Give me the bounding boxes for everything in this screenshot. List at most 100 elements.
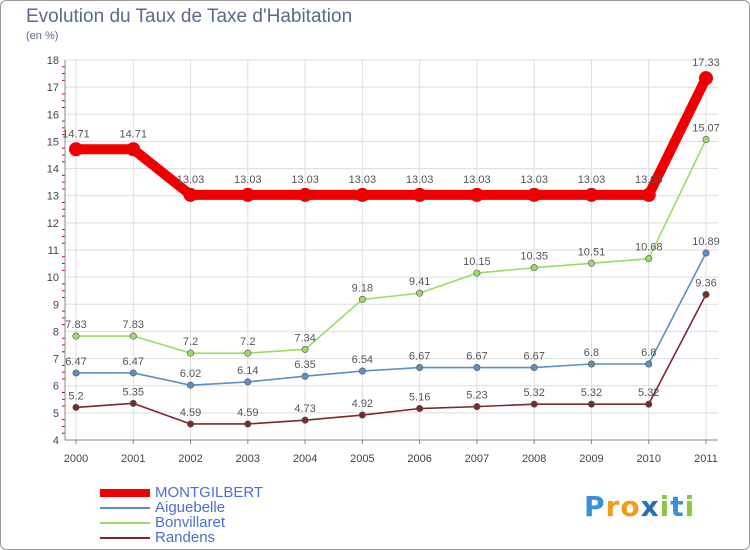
data-label: 13.03 xyxy=(635,174,663,186)
data-label: 13.03 xyxy=(234,174,262,186)
data-label: 4.59 xyxy=(180,407,201,419)
legend-item: Bonvillaret xyxy=(100,515,225,530)
y-tick-label: 12 xyxy=(47,218,59,230)
data-point xyxy=(645,255,653,263)
legend-item: Aiguebelle xyxy=(100,500,225,515)
data-point xyxy=(469,187,484,202)
data-label: 6.8 xyxy=(641,347,656,359)
data-label: 13.03 xyxy=(291,174,319,186)
data-label: 7.83 xyxy=(65,319,86,331)
data-label: 4.73 xyxy=(294,403,315,415)
data-point xyxy=(702,136,710,144)
data-point xyxy=(187,420,195,428)
data-point xyxy=(72,369,80,377)
y-tick-label: 5 xyxy=(53,408,59,420)
legend-label: Bonvillaret xyxy=(155,514,226,531)
data-label: 6.54 xyxy=(352,354,373,366)
data-label: 6.67 xyxy=(409,351,430,363)
data-label: 6.14 xyxy=(237,365,258,377)
x-tick-label: 2000 xyxy=(64,453,88,465)
data-label: 10.68 xyxy=(635,242,663,254)
series-line-montgilbert xyxy=(71,73,711,200)
logo-letter: o xyxy=(620,490,641,523)
data-point xyxy=(416,364,424,372)
data-point xyxy=(530,364,538,372)
legend-label: Aiguebelle xyxy=(155,499,226,516)
data-point xyxy=(301,416,309,424)
data-point xyxy=(587,400,595,408)
data-label: 13.03 xyxy=(463,174,491,186)
data-point xyxy=(530,264,538,272)
data-label: 6.67 xyxy=(523,351,544,363)
data-point xyxy=(244,378,252,386)
data-label: 6.35 xyxy=(294,359,315,371)
data-point xyxy=(702,291,710,299)
data-point xyxy=(641,187,656,202)
logo-letter: r xyxy=(605,490,621,523)
x-tick-label: 2004 xyxy=(293,453,317,465)
data-label: 13.03 xyxy=(349,174,377,186)
legend-swatch xyxy=(100,488,150,497)
data-point xyxy=(69,142,83,157)
data-point xyxy=(244,349,252,357)
y-tick-label: 11 xyxy=(48,245,59,257)
data-label: 9.18 xyxy=(352,282,373,294)
data-point xyxy=(240,187,255,202)
x-tick-label: 2006 xyxy=(407,453,431,465)
x-tick-label: 2009 xyxy=(579,453,603,465)
data-point xyxy=(129,399,137,407)
data-point xyxy=(298,187,313,202)
x-tick-label: 2001 xyxy=(121,453,145,465)
data-label: 7.2 xyxy=(240,336,255,348)
data-point xyxy=(645,400,653,408)
data-point xyxy=(358,411,366,419)
data-label: 14.71 xyxy=(62,128,90,140)
data-label: 13.03 xyxy=(406,174,434,186)
data-label: 9.41 xyxy=(409,276,430,288)
data-point xyxy=(416,289,424,297)
data-point xyxy=(183,187,198,202)
legend-item: MONTGILBERT xyxy=(100,485,263,500)
y-tick-label: 14 xyxy=(47,164,59,176)
data-label: 13.03 xyxy=(520,174,548,186)
data-point xyxy=(412,187,427,202)
legend-swatch xyxy=(100,506,150,509)
data-point xyxy=(416,405,424,413)
data-point xyxy=(187,349,195,357)
y-tick-label: 18 xyxy=(47,55,59,67)
data-label: 5.35 xyxy=(123,386,144,398)
y-tick-label: 10 xyxy=(47,272,59,284)
data-point xyxy=(699,71,713,86)
data-label: 5.23 xyxy=(466,390,487,402)
legend-item: Randens xyxy=(100,530,215,545)
y-tick-label: 9 xyxy=(53,299,59,311)
data-point xyxy=(473,403,481,411)
data-point xyxy=(587,259,595,267)
legend-swatch xyxy=(100,521,150,524)
data-point xyxy=(473,269,481,277)
data-point xyxy=(72,332,80,340)
data-point xyxy=(527,187,542,202)
data-label: 6.47 xyxy=(123,356,144,368)
data-label: 7.2 xyxy=(183,336,198,348)
data-label: 5.32 xyxy=(638,387,659,399)
data-point xyxy=(530,400,538,408)
x-tick-label: 2005 xyxy=(350,453,374,465)
y-tick-label: 16 xyxy=(47,109,59,121)
data-label: 17.33 xyxy=(692,57,720,69)
data-label: 5.32 xyxy=(523,387,544,399)
data-point xyxy=(355,187,370,202)
y-tick-label: 4 xyxy=(53,435,59,447)
data-label: 10.15 xyxy=(463,256,491,268)
data-label: 14.71 xyxy=(120,128,148,140)
data-point xyxy=(587,360,595,368)
y-tick-label: 13 xyxy=(47,191,59,203)
y-tick-label: 8 xyxy=(53,326,59,338)
data-label: 5.32 xyxy=(581,387,602,399)
y-tick-label: 15 xyxy=(47,136,59,148)
data-point xyxy=(645,360,653,368)
data-point xyxy=(301,345,309,353)
series-line-bonvillaret xyxy=(75,138,707,354)
logo-letter: t xyxy=(670,490,685,523)
